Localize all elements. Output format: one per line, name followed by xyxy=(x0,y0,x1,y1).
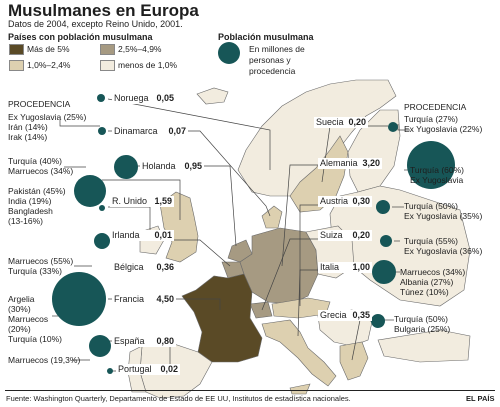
circle-portugal xyxy=(107,368,113,374)
footer-rule xyxy=(5,390,495,391)
circle-reino-unido xyxy=(74,175,106,207)
origin-suecia: Turquía (27%) Ex Yugoslavia (22%) xyxy=(404,114,483,134)
map-iceland xyxy=(196,87,229,105)
circle-espana xyxy=(89,335,111,357)
legend-pop-label: En millones de personas y procedencia xyxy=(249,44,305,76)
label-austria: Austria 0,30 xyxy=(318,196,373,207)
circle-dinamarca xyxy=(98,127,106,135)
label-italia: Italia 1,00 xyxy=(318,262,373,273)
map-turkey xyxy=(377,329,471,363)
circle-suiza xyxy=(380,235,392,247)
legend-label-low: 1,0%–2,4% xyxy=(27,60,71,70)
origin-holanda: Turquía (40%) Marruecos (34%) xyxy=(8,156,74,176)
circle-francia xyxy=(52,272,106,326)
label-holanda: Holanda 0,95 xyxy=(140,161,205,172)
origin-suiza: Turquía (55%) Ex Yugoslavia (36%) xyxy=(404,236,483,256)
origin-grecia: Turquía (50%) Bulgaria (25%) xyxy=(394,314,451,334)
label-suiza: Suiza 0,20 xyxy=(318,230,373,241)
circle-italia xyxy=(372,260,396,284)
label-noruega: Noruega 0,05 xyxy=(112,93,177,104)
source-note: Fuente: Washington Quarterly, Departamen… xyxy=(6,394,351,403)
map-denmark xyxy=(261,205,283,229)
circle-noruega xyxy=(97,94,105,102)
circle-suecia xyxy=(388,122,398,132)
procedencia-left: PROCEDENCIA xyxy=(8,99,71,109)
origin-austria: Turquía (50%) Ex Yugoslavia (35%) xyxy=(404,201,483,221)
circle-irlanda xyxy=(99,205,105,211)
label-grecia: Grecia 0,35 xyxy=(318,310,373,321)
label-dinamarca: Dinamarca 0,07 xyxy=(112,126,189,137)
label-reino-unido: R. Unido 1,59 xyxy=(110,196,175,207)
label-alemania: Alemania 3,20 xyxy=(318,158,383,169)
origin-reino-unido: Pakistán (45%) India (19%) Bangladesh (1… xyxy=(8,186,66,226)
legend-label-min: menos de 1,0% xyxy=(118,60,178,70)
origin-lines xyxy=(52,120,420,361)
brand-logo: EL PAÍS xyxy=(466,394,495,403)
origin-francia: Argelia (30%) Marruecos (20%) Turquía (1… xyxy=(8,294,63,344)
origin-espana: Marruecos (19,3%) xyxy=(8,355,81,365)
subtitle: Datos de 2004, excepto Reino Unido, 2001… xyxy=(8,19,183,29)
origin-reino-unido-top: Ex Yugoslavia (25%) Irán (14%) Irak (14%… xyxy=(8,112,87,142)
map-sicily xyxy=(289,383,311,395)
label-francia: Francia 4,50 xyxy=(112,294,177,305)
leader-lines xyxy=(102,98,388,372)
label-espana: España 0,80 xyxy=(112,336,177,347)
circle-holanda xyxy=(114,155,138,179)
label-suecia: Suecia 0,20 xyxy=(314,117,369,128)
circle-alemania xyxy=(407,141,455,189)
map-switzerland xyxy=(249,301,273,319)
legend-swatch-high xyxy=(9,44,24,55)
page-title: Musulmanes en Europa xyxy=(8,1,199,20)
origin-alemania: Turquía (60%) Ex Yugoslavia xyxy=(410,165,465,185)
legend-swatch-min xyxy=(100,60,115,71)
label-portugal: Portugal 0,02 xyxy=(116,364,181,375)
origin-italia: Marruecos (34%) Albania (27%) Túnez (10%… xyxy=(400,267,466,297)
pop-circles xyxy=(52,94,455,374)
legend-label-high: Más de 5% xyxy=(27,44,70,54)
circle-belgica xyxy=(94,233,110,249)
legend-label-mid: 2,5%–4,9% xyxy=(118,44,162,54)
legend-swatch-mid xyxy=(100,44,115,55)
origin-belgica: Marruecos (55%) Turquía (33%) xyxy=(8,256,74,276)
legend-swatch-low xyxy=(9,60,24,71)
procedencia-right: PROCEDENCIA xyxy=(404,102,467,112)
legend-share-heading: Países con población musulmana xyxy=(8,32,153,42)
label-belgica: Bélgica 0,36 xyxy=(112,262,177,273)
map-france xyxy=(181,273,263,363)
legend-circle xyxy=(218,42,240,64)
label-irlanda: Irlanda 0,01 xyxy=(110,230,175,241)
circle-austria xyxy=(376,200,390,214)
legend-pop-heading: Población musulmana xyxy=(218,32,314,42)
map-finland xyxy=(347,109,401,193)
map-greece xyxy=(339,341,369,381)
circle-grecia xyxy=(371,314,385,328)
